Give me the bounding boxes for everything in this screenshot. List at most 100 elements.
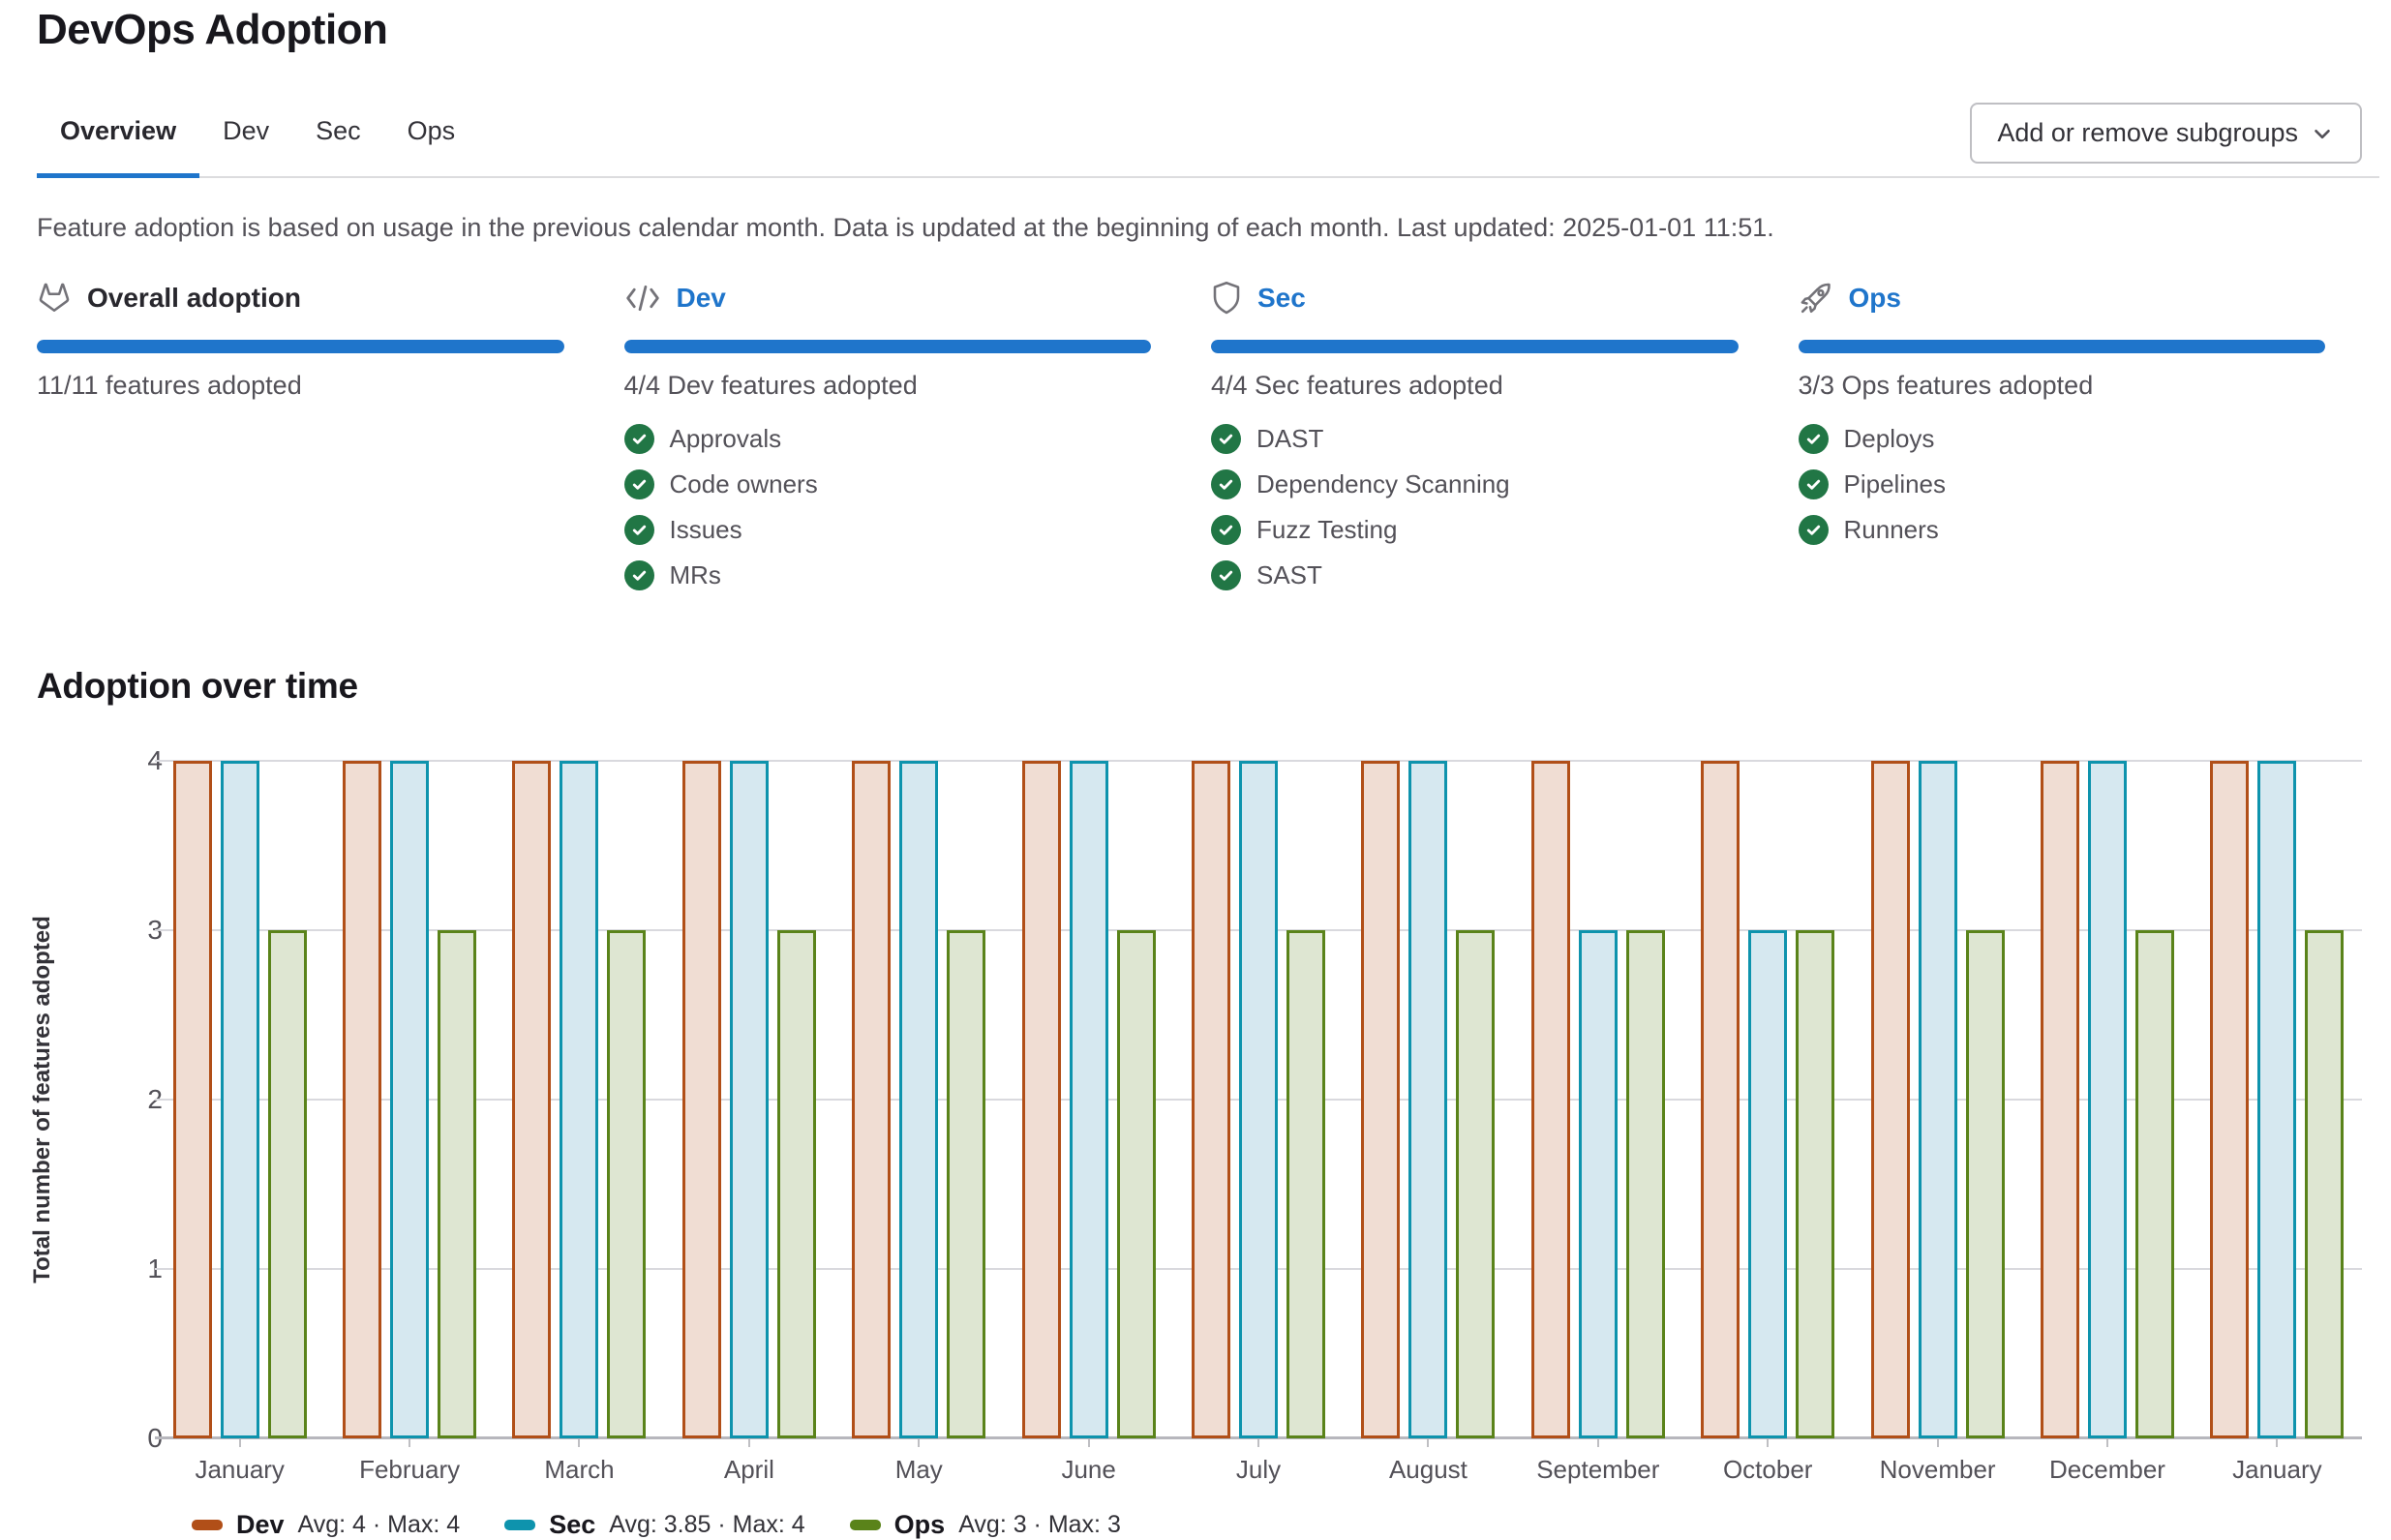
x-axis-tick (409, 1438, 411, 1447)
bar-dev[interactable] (2210, 761, 2250, 1438)
card-summary: 4/4 Dev features adopted (623, 371, 918, 400)
card-title-link[interactable]: Ops (1848, 283, 1901, 313)
x-axis-cell: September (1513, 1438, 1682, 1485)
tab-overview[interactable]: Overview (37, 97, 200, 178)
bar-ops[interactable] (2305, 930, 2345, 1438)
bar-dev[interactable] (1870, 761, 1910, 1438)
info-text: Feature adoption is based on usage in th… (37, 213, 1774, 242)
feature-item: Fuzz Testing (1211, 515, 1739, 545)
legend-item-dev[interactable]: Dev Avg: 4 · Max: 4 (192, 1510, 460, 1540)
bar-sec[interactable] (1239, 761, 1279, 1438)
x-axis-cell: August (1344, 1438, 1513, 1485)
tab-sec[interactable]: Sec (292, 97, 384, 178)
x-axis-label: December (2049, 1455, 2165, 1484)
check-circle-icon (623, 469, 654, 499)
bar-sec[interactable] (1408, 761, 1448, 1438)
bar-ops[interactable] (776, 930, 816, 1438)
bar-ops[interactable] (2134, 930, 2174, 1438)
legend-series-stats: Avg: 3 · Max: 3 (958, 1511, 1121, 1538)
x-axis-cell: January (155, 1438, 324, 1485)
adoption-card-overall-adoption: Overall adoption 11/11 features adopted (37, 278, 564, 606)
progress-bar-fill (37, 340, 564, 353)
bar-sec[interactable] (1069, 761, 1108, 1438)
code-icon (624, 284, 661, 313)
bar-dev[interactable] (1530, 761, 1570, 1438)
legend-series-name: Ops (893, 1510, 946, 1539)
bar-groups (155, 761, 2362, 1438)
check-circle-icon (1798, 469, 1829, 499)
x-axis-tick (1427, 1438, 1430, 1447)
x-axis-cell: February (324, 1438, 494, 1485)
bar-sec[interactable] (899, 761, 939, 1438)
x-axis-label: March (544, 1455, 615, 1484)
bar-dev[interactable] (681, 761, 721, 1438)
bar-ops[interactable] (1116, 930, 1156, 1438)
progress-bar-fill (1211, 340, 1739, 353)
bar-sec[interactable] (2087, 761, 2127, 1438)
feature-label: Runners (1843, 515, 1939, 544)
legend-item-sec[interactable]: Sec Avg: 3.85 · Max: 4 (504, 1510, 805, 1540)
bar-sec[interactable] (390, 761, 430, 1438)
bar-sec[interactable] (1748, 930, 1788, 1438)
bar-dev[interactable] (1701, 761, 1740, 1438)
bar-dev[interactable] (852, 761, 892, 1438)
bar-dev[interactable] (512, 761, 552, 1438)
bar-dev[interactable] (2040, 761, 2079, 1438)
y-tick-labels: 43210 (95, 745, 163, 1453)
bar-ops[interactable] (1625, 930, 1665, 1438)
x-axis-tick (2105, 1438, 2108, 1447)
bar-ops[interactable] (438, 930, 477, 1438)
feature-label: SAST (1256, 560, 1322, 589)
card-header: Ops (1799, 278, 2326, 318)
bar-ops[interactable] (1965, 930, 2005, 1438)
feature-list: Deploys Pipelines Runners (1798, 424, 2326, 545)
tanuki-icon (37, 281, 72, 316)
bar-group-april-3 (664, 761, 833, 1438)
x-axis-tick (1257, 1438, 1260, 1447)
bar-sec[interactable] (220, 761, 259, 1438)
card-title-link[interactable]: Sec (1257, 283, 1306, 313)
progress-bar (623, 340, 1151, 353)
feature-item: DAST (1211, 424, 1739, 454)
card-summary: 11/11 features adopted (37, 371, 302, 400)
x-axis-cell: April (664, 1438, 833, 1485)
feature-item: Dependency Scanning (1211, 469, 1739, 499)
add-or-remove-subgroups-button[interactable]: Add or remove subgroups (1970, 103, 2362, 164)
bar-sec[interactable] (1918, 761, 1957, 1438)
bar-dev[interactable] (172, 761, 212, 1438)
check-circle-icon (1798, 424, 1829, 454)
add-or-remove-subgroups-label: Add or remove subgroups (1997, 118, 2298, 147)
bar-sec[interactable] (560, 761, 599, 1438)
legend-item-ops[interactable]: Ops Avg: 3 · Max: 3 (849, 1510, 1121, 1540)
bar-sec[interactable] (2257, 761, 2297, 1438)
bar-ops[interactable] (267, 930, 307, 1438)
feature-item: Pipelines (1798, 469, 2326, 499)
legend-swatch (192, 1520, 223, 1530)
tab-ops[interactable]: Ops (384, 97, 479, 178)
x-axis-cell: July (1173, 1438, 1343, 1485)
bar-dev[interactable] (1192, 761, 1231, 1438)
feature-item: Code owners (623, 469, 1152, 499)
bar-dev[interactable] (343, 761, 382, 1438)
x-axis-tick (1936, 1438, 1939, 1447)
feature-item: MRs (623, 560, 1152, 590)
bar-ops[interactable] (1796, 930, 1835, 1438)
legend-series-stats: Avg: 3.85 · Max: 4 (609, 1511, 805, 1538)
x-axis-cell: December (2022, 1438, 2192, 1485)
bar-dev[interactable] (1361, 761, 1401, 1438)
bar-ops[interactable] (947, 930, 986, 1438)
bar-dev[interactable] (1021, 761, 1061, 1438)
x-axis-label: August (1388, 1455, 1468, 1484)
card-title: Overall adoption (87, 283, 301, 313)
tab-dev[interactable]: Dev (199, 97, 292, 178)
card-title-link[interactable]: Dev (676, 283, 726, 313)
bar-group-october-9 (1683, 761, 1853, 1438)
check-circle-icon (1211, 469, 1241, 499)
bar-ops[interactable] (607, 930, 647, 1438)
bar-sec[interactable] (729, 761, 769, 1438)
bar-ops[interactable] (1456, 930, 1496, 1438)
bar-ops[interactable] (1286, 930, 1326, 1438)
bar-sec[interactable] (1578, 930, 1618, 1438)
card-header: Dev (624, 278, 1152, 318)
bar-group-january-12 (2193, 761, 2362, 1438)
